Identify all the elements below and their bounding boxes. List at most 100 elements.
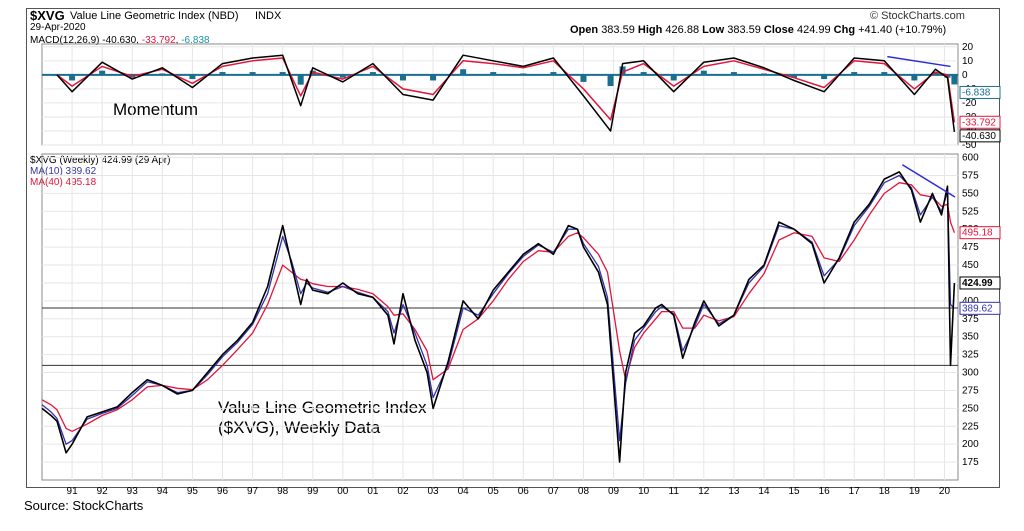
price-trendline xyxy=(901,164,956,198)
x-tick-label: 16 xyxy=(819,486,831,497)
x-tick-label: 19 xyxy=(909,486,921,497)
macd-histogram-bar xyxy=(821,74,828,80)
x-tick-label: 11 xyxy=(669,486,680,497)
macd-histogram-bar xyxy=(791,74,798,78)
ma10-line xyxy=(41,174,955,445)
x-tick-label: 12 xyxy=(698,486,710,497)
macd-histogram-bar xyxy=(460,69,467,75)
open-value: 383.59 xyxy=(601,24,635,36)
price-y-tick-label: 400 xyxy=(962,296,979,307)
x-tick-label: 09 xyxy=(608,486,620,497)
x-tick-label: 97 xyxy=(247,486,259,497)
chart-symbol: $XVG xyxy=(30,8,65,23)
price-y-tick-label: 525 xyxy=(962,206,979,217)
price-legend-ma10: MA(10) 389.62 xyxy=(30,166,97,177)
price-y-tick-label: 200 xyxy=(962,439,979,450)
close-label: Close xyxy=(763,24,794,36)
x-tick-label: 15 xyxy=(788,486,800,497)
macd-y-tick-label: 10 xyxy=(962,56,974,67)
x-tick-label: 05 xyxy=(488,486,500,497)
x-tick-label: 01 xyxy=(367,486,379,497)
x-tick-label: 17 xyxy=(849,486,861,497)
x-tick-label: 20 xyxy=(939,486,951,497)
price-y-tick-label: 600 xyxy=(962,153,979,164)
price-line xyxy=(41,171,956,463)
source-note: Source: StockCharts xyxy=(24,498,144,513)
macd-histogram-bar xyxy=(219,72,226,75)
price-panel-border xyxy=(41,153,959,481)
ma40-value-label-box xyxy=(959,226,1001,240)
macd-hist-value-label-box xyxy=(959,85,1001,99)
x-tick-label: 96 xyxy=(217,486,229,497)
ma10-value-label: 389.62 xyxy=(962,303,993,314)
x-tick-label: 13 xyxy=(728,486,740,497)
price-y-tick-label: 575 xyxy=(962,170,979,181)
macd-legend-name: MACD(12,26,9) xyxy=(30,35,100,46)
macd-legend-value: -40.630 xyxy=(102,35,137,46)
x-tick-label: 07 xyxy=(548,486,560,497)
macd-y-tick-label: 20 xyxy=(962,42,974,53)
macd-y-tick-label: -20 xyxy=(962,98,977,109)
price-y-tick-label: 175 xyxy=(962,457,979,468)
macd-signal-value-label-box xyxy=(959,115,1001,129)
macd-histogram-bar xyxy=(69,74,76,81)
price-y-tick-label: 300 xyxy=(962,368,979,379)
price-legend-ma40: MA(40) 495.18 xyxy=(30,177,97,188)
price-y-tick-label: 475 xyxy=(962,242,979,253)
macd-histogram-bar xyxy=(399,74,406,81)
macd-y-tick-label: -50 xyxy=(962,140,977,151)
macd-histogram-bar xyxy=(249,72,256,75)
macd-histogram-bar xyxy=(607,74,614,87)
chg-label: Chg xyxy=(833,24,856,36)
macd-histogram-bar xyxy=(297,74,304,85)
ma10-value-label-box xyxy=(959,301,1001,315)
chart-exchange: INDX xyxy=(255,10,282,22)
x-tick-label: 99 xyxy=(307,486,319,497)
momentum-annotation: Momentum xyxy=(113,100,199,119)
low-value: 383.59 xyxy=(727,24,761,36)
macd-histogram-bar xyxy=(279,72,286,75)
ma40-line xyxy=(41,182,956,432)
x-tick-label: 06 xyxy=(518,486,530,497)
macd-histogram-bar xyxy=(932,72,939,75)
price-y-tick-label: 350 xyxy=(962,332,979,343)
x-tick-label: 10 xyxy=(638,486,650,497)
high-value: 426.88 xyxy=(665,24,700,36)
x-tick-label: 94 xyxy=(157,486,169,497)
price-y-tick-label: 275 xyxy=(962,385,979,396)
close-value: 424.99 xyxy=(796,24,831,36)
price-legend: $XVG (Weekly) 424.99 (29 Apr) MA(10) 389… xyxy=(30,155,170,188)
macd-histogram-bar xyxy=(911,74,918,81)
macd-histogram-bar xyxy=(670,74,677,81)
x-tick-label: 03 xyxy=(428,486,440,497)
macd-histogram-bar xyxy=(619,66,626,75)
macd-histogram-bar xyxy=(369,72,376,75)
macd-legend-signal: -33.792 xyxy=(141,35,176,46)
high-label: High xyxy=(637,24,663,36)
macd-trendline xyxy=(887,55,951,68)
close-value-label: 424.99 xyxy=(962,278,993,289)
macd-histogram-bar xyxy=(640,72,647,75)
price-y-tick-label: 375 xyxy=(962,314,979,325)
macd-legend-hist: -6.838 xyxy=(181,35,210,46)
macd-histogram-bar xyxy=(580,74,587,82)
chart-date: 29-Apr-2020 xyxy=(30,22,86,33)
macd-histogram-bar xyxy=(700,70,707,75)
price-y-tick-label: 250 xyxy=(962,403,979,414)
x-tick-label: 98 xyxy=(277,486,289,497)
macd-line xyxy=(56,54,956,132)
price-y-tick-label: 225 xyxy=(962,421,979,432)
x-tick-label: 02 xyxy=(397,486,409,497)
macd-panel-border xyxy=(41,43,959,146)
price-annotation-line1: Value Line Geometric Index xyxy=(218,398,427,417)
chg-value: +41.40 (+10.79%) xyxy=(858,24,947,36)
macd-histogram-bar xyxy=(189,74,196,80)
x-tick-label: 04 xyxy=(458,486,470,497)
x-tick-label: 91 xyxy=(67,486,79,497)
macd-histogram-bar xyxy=(430,74,437,81)
macd-y-tick-label: 0 xyxy=(962,70,968,81)
price-y-tick-label: 450 xyxy=(962,260,979,271)
x-tick-label: 00 xyxy=(337,486,349,497)
macd-histogram-bar xyxy=(490,72,497,75)
